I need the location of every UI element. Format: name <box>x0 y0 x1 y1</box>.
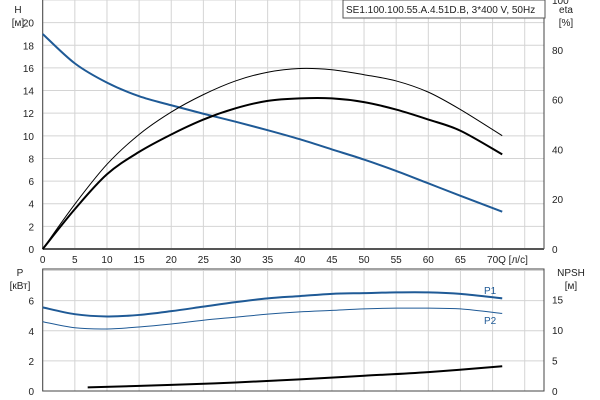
npsh-axis-unit: [м] <box>565 281 578 292</box>
x-tick-label: 20 <box>166 255 178 266</box>
h-tick-label: 6 <box>28 177 34 188</box>
eta-tick-label: 40 <box>552 145 564 156</box>
p2-label: P2 <box>484 316 497 327</box>
eta-tick-label: 0 <box>552 245 558 256</box>
legend-title: SE1.100.100.55.A.4.51D.B, 3*400 V, 50Hz <box>346 5 535 16</box>
h-axis-unit: [м] <box>12 18 25 29</box>
p-tick-label: 0 <box>28 387 34 398</box>
x-tick-label: 10 <box>101 255 113 266</box>
npsh-axis-label: NPSH <box>557 268 585 279</box>
q-axis-label: Q [л/с] <box>498 255 528 266</box>
h-tick-label: 12 <box>23 109 35 120</box>
p-tick-label: 2 <box>28 357 34 368</box>
lower-plot-frame <box>42 268 545 392</box>
npsh-tick-label: 0 <box>552 387 558 398</box>
h-tick-label: 10 <box>23 132 35 143</box>
p-axis-label: P <box>17 268 24 279</box>
npsh-tick-label: 10 <box>552 326 564 337</box>
x-tick-label: 5 <box>72 255 78 266</box>
x-tick-label: 65 <box>455 255 467 266</box>
npsh-tick-label: 15 <box>552 296 564 307</box>
power-curve-p1 <box>42 291 503 318</box>
h-tick-label: 20 <box>23 19 35 30</box>
h-axis-label: H <box>14 5 21 16</box>
x-tick-label: 35 <box>262 255 274 266</box>
eta-axis-unit: [%] <box>559 18 574 29</box>
h-tick-label: 8 <box>28 154 34 165</box>
head-curve <box>42 33 503 213</box>
p-tick-label: 4 <box>28 327 34 338</box>
x-tick-label: 45 <box>326 255 338 266</box>
eta-tick-label: 100 <box>552 0 569 7</box>
eta-axis-label: eta <box>559 5 573 16</box>
npsh-tick-label: 5 <box>552 357 558 368</box>
power-curve-p2 <box>42 307 503 330</box>
h-tick-label: 18 <box>23 41 35 52</box>
efficiency-curve <box>42 67 503 250</box>
efficiency-curve <box>41 96 503 250</box>
p1-label: P1 <box>484 286 497 297</box>
p-axis-unit: [кВт] <box>10 281 31 292</box>
eta-tick-label: 80 <box>552 46 564 57</box>
p-tick-label: 6 <box>28 297 34 308</box>
h-tick-label: 4 <box>28 200 34 211</box>
x-tick-label: 55 <box>391 255 403 266</box>
x-tick-label: 50 <box>358 255 370 266</box>
x-tick-label: 15 <box>134 255 146 266</box>
x-tick-label: 25 <box>198 255 210 266</box>
eta-tick-label: 20 <box>552 195 564 206</box>
x-tick-label: 40 <box>294 255 306 266</box>
h-tick-label: 0 <box>28 245 34 256</box>
h-tick-label: 14 <box>23 87 35 98</box>
x-tick-label: 30 <box>230 255 242 266</box>
x-tick-label: 60 <box>423 255 435 266</box>
npsh-curve <box>87 365 503 389</box>
x-tick-label: 70 <box>487 255 499 266</box>
h-tick-label: 16 <box>23 64 35 75</box>
legend-box <box>342 0 546 19</box>
eta-tick-label: 60 <box>552 96 564 107</box>
h-tick-label: 2 <box>28 222 34 233</box>
x-tick-label: 0 <box>40 255 46 266</box>
